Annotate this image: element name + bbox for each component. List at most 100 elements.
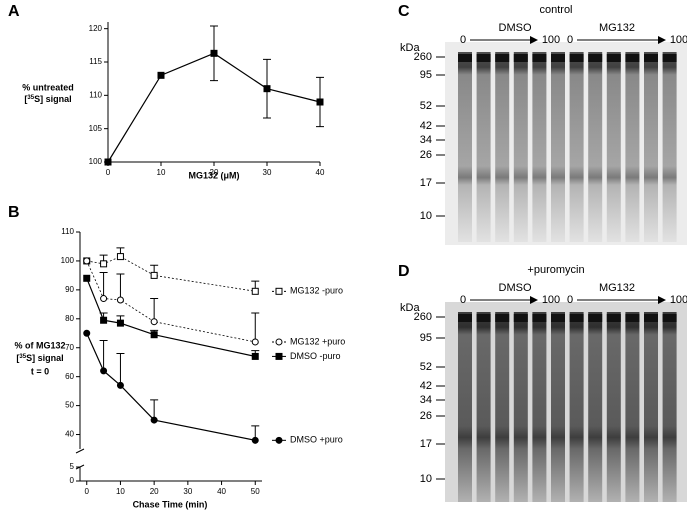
gel-band bbox=[532, 314, 547, 322]
y-axis-label: % untreated bbox=[22, 82, 74, 92]
panel-letter: C bbox=[398, 3, 410, 20]
gel-lane bbox=[476, 312, 491, 502]
gel-band bbox=[644, 54, 658, 62]
start-label: 0 bbox=[460, 294, 466, 306]
size-marker-label: 95 bbox=[420, 332, 432, 344]
gel-lane bbox=[662, 52, 677, 242]
gel-lane bbox=[495, 52, 510, 242]
error-bar bbox=[251, 312, 260, 342]
gel-band bbox=[458, 314, 472, 322]
size-marker-label: 52 bbox=[420, 361, 432, 373]
y-tick-label: 5 bbox=[70, 462, 75, 471]
gel-title: +puromycin bbox=[527, 264, 584, 276]
gel-band bbox=[476, 314, 491, 322]
group-label: MG132 bbox=[599, 22, 635, 34]
legend-marker bbox=[275, 352, 283, 360]
end-label: 100 bbox=[542, 34, 560, 46]
gel-band bbox=[606, 314, 621, 322]
y-tick-label: 100 bbox=[61, 256, 75, 265]
gel-title: control bbox=[539, 4, 572, 16]
data-point bbox=[116, 381, 124, 389]
size-marker-label: 95 bbox=[420, 69, 432, 81]
x-tick-label: 10 bbox=[116, 487, 125, 496]
size-marker-label: 10 bbox=[420, 210, 432, 222]
gel-band bbox=[569, 314, 584, 322]
x-tick-label: 0 bbox=[106, 168, 111, 177]
size-marker-label: 260 bbox=[414, 51, 432, 63]
gel-band bbox=[588, 54, 603, 62]
gel-lane bbox=[644, 312, 658, 502]
y-tick-label: 80 bbox=[65, 314, 74, 323]
legend-label: MG132 -puro bbox=[290, 286, 343, 296]
end-label: 100 bbox=[670, 34, 687, 46]
y-tick-label: 70 bbox=[65, 343, 74, 352]
legend-label: DMSO +puro bbox=[290, 435, 343, 445]
data-point bbox=[251, 338, 259, 346]
y-tick-label: 115 bbox=[89, 57, 102, 66]
gel-band bbox=[606, 54, 621, 62]
panel-letter: D bbox=[398, 263, 410, 280]
gel-band bbox=[495, 54, 510, 62]
axis-break bbox=[75, 448, 85, 454]
size-marker-label: 42 bbox=[420, 120, 432, 132]
y-tick-label: 90 bbox=[65, 285, 74, 294]
data-point bbox=[100, 316, 108, 324]
gel-band bbox=[532, 54, 547, 62]
y-axis-label-part: [ bbox=[16, 353, 19, 363]
gel-lane bbox=[532, 312, 547, 502]
gel-band bbox=[495, 314, 510, 322]
y-axis-label-part: [ bbox=[24, 94, 27, 104]
y-tick-label: 0 bbox=[70, 476, 75, 485]
legend-label: MG132 +puro bbox=[290, 336, 345, 346]
legend-marker bbox=[275, 287, 283, 295]
data-point bbox=[116, 319, 124, 327]
data-point bbox=[150, 271, 158, 279]
data-point bbox=[104, 158, 112, 166]
legend-label: DMSO -puro bbox=[290, 351, 341, 361]
y-tick-label: 120 bbox=[89, 24, 103, 33]
y-axis-label: [35S] signal bbox=[24, 94, 71, 104]
start-label: 0 bbox=[567, 294, 573, 306]
series-line bbox=[86, 256, 256, 292]
gel-band bbox=[662, 314, 677, 322]
gel-lane bbox=[625, 52, 640, 242]
y-axis-label-part: S] signal bbox=[34, 94, 72, 104]
data-point bbox=[316, 98, 324, 106]
size-marker-label: 52 bbox=[420, 100, 432, 112]
size-marker-label: 26 bbox=[420, 149, 432, 161]
y-axis-label-part: S] signal bbox=[26, 353, 64, 363]
data-point bbox=[116, 253, 124, 261]
data-point bbox=[251, 287, 259, 295]
gel-lane bbox=[606, 312, 621, 502]
data-point bbox=[83, 257, 91, 265]
data-point bbox=[150, 416, 158, 424]
size-marker-label: 34 bbox=[420, 134, 432, 146]
gel-lane bbox=[513, 312, 528, 502]
y-tick-label: 100 bbox=[89, 157, 103, 166]
legend-marker bbox=[275, 338, 283, 346]
data-point bbox=[210, 49, 218, 57]
error-bar bbox=[99, 272, 108, 299]
gel-band bbox=[513, 54, 528, 62]
data-point bbox=[83, 274, 91, 282]
panel-letter: A bbox=[8, 3, 20, 20]
y-axis-label-part: 35 bbox=[27, 95, 34, 101]
x-tick-label: 30 bbox=[263, 168, 272, 177]
data-point bbox=[100, 295, 108, 303]
y-tick-label: 40 bbox=[65, 430, 74, 439]
gel-lane bbox=[551, 52, 565, 242]
y-tick-label: 60 bbox=[65, 372, 74, 381]
y-axis-label: t = 0 bbox=[31, 366, 49, 376]
gel-band bbox=[551, 314, 565, 322]
unit-label: kDa bbox=[400, 42, 420, 54]
end-label: 100 bbox=[670, 294, 687, 306]
error-bar bbox=[116, 273, 125, 300]
y-axis-label-part: 35 bbox=[19, 354, 26, 360]
gel-lanes bbox=[458, 52, 677, 502]
group-label: DMSO bbox=[499, 22, 532, 34]
group-label: MG132 bbox=[599, 282, 635, 294]
gel-band bbox=[662, 54, 677, 62]
start-label: 0 bbox=[460, 34, 466, 46]
end-label: 100 bbox=[542, 294, 560, 306]
data-point bbox=[83, 329, 91, 337]
